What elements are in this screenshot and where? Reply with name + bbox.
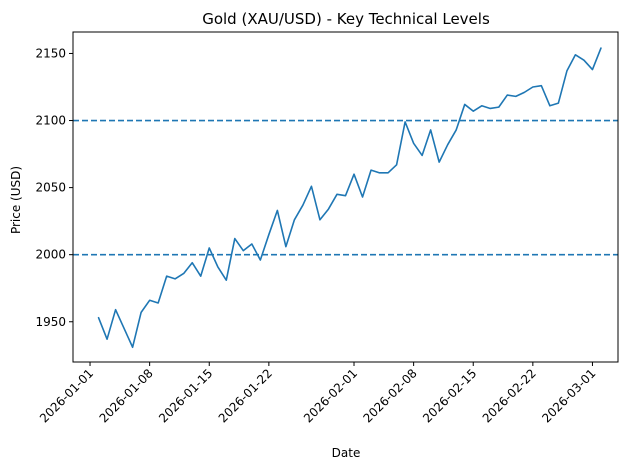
x-tick-label: 2026-02-15 <box>420 366 479 425</box>
x-axis-label: Date <box>332 446 361 460</box>
y-tick-label: 2000 <box>35 248 66 262</box>
series-line-0 <box>97 47 602 349</box>
x-tick-label: 2026-01-15 <box>156 366 215 425</box>
y-tick-label: 1950 <box>35 315 66 329</box>
x-tick-label: 2026-03-01 <box>539 366 598 425</box>
x-tick-label: 2026-01-01 <box>37 366 96 425</box>
plot-frame <box>72 31 619 363</box>
x-axis-ticks: 2026-01-01 2026-01-08 2026-01-15 2026-01-22… <box>37 362 599 425</box>
x-tick-label: 2026-02-01 <box>301 366 360 425</box>
x-tick-label: 2026-01-08 <box>97 366 156 425</box>
y-tick-label: 2100 <box>35 114 66 128</box>
chart-title: Gold (XAU/USD) - Key Technical Levels <box>202 10 490 28</box>
series-group <box>97 47 602 349</box>
x-tick-label: 2026-02-08 <box>361 366 420 425</box>
x-tick-label: 2026-01-22 <box>216 366 275 425</box>
x-tick-label: 2026-02-22 <box>480 366 539 425</box>
y-axis-ticks: 1950 2000 2050 2100 2150 <box>35 46 73 329</box>
y-axis-label: Price (USD) <box>9 166 23 234</box>
reference-lines <box>73 119 618 256</box>
y-tick-label: 2050 <box>35 181 66 195</box>
y-tick-label: 2150 <box>35 46 66 60</box>
